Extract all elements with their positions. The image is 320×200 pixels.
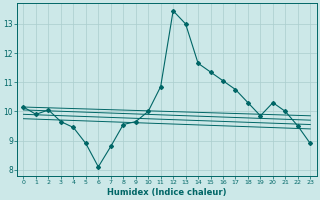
X-axis label: Humidex (Indice chaleur): Humidex (Indice chaleur) xyxy=(107,188,227,197)
